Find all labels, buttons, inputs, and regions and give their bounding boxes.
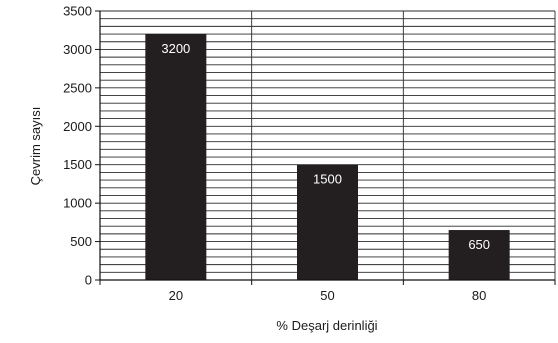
x-tick-labels: 20 50 80	[169, 288, 487, 303]
y-tick-label: 1000	[63, 196, 92, 211]
y-tick-label: 3500	[63, 4, 92, 19]
bar-data-label: 650	[468, 237, 490, 252]
y-tick-label: 500	[70, 234, 92, 249]
x-tick-label: 80	[472, 288, 486, 303]
bar-20	[145, 34, 207, 280]
axes	[95, 10, 556, 285]
bar-data-label: 3200	[161, 41, 190, 56]
y-tick-label: 2000	[63, 119, 92, 134]
y-tick-labels: 0 500 1000 1500 2000 2500 3000 3500	[63, 4, 92, 288]
x-tick-label: 50	[320, 288, 334, 303]
bar-data-label: 1500	[313, 172, 342, 187]
bar-50	[297, 164, 358, 280]
x-tick-label: 20	[169, 288, 183, 303]
y-tick-label: 3000	[63, 42, 92, 57]
y-axis-title: Çevrim sayısı	[28, 107, 43, 186]
y-tick-label: 0	[85, 273, 92, 288]
bar-80	[448, 230, 510, 280]
bars: 3200 1500 650	[145, 34, 510, 280]
x-axis-title: % Deşarj derinliği	[276, 318, 377, 333]
y-tick-label: 2500	[63, 80, 92, 95]
y-tick-label: 1500	[63, 157, 92, 172]
